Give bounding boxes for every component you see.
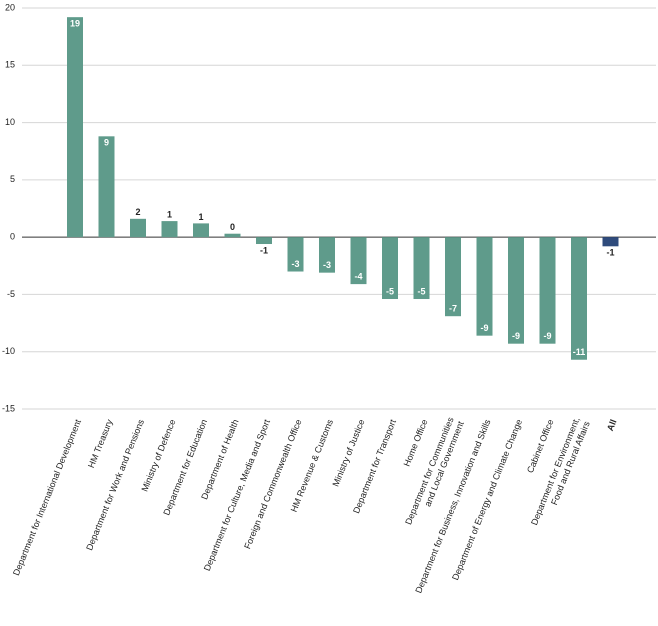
bar bbox=[193, 223, 209, 238]
bar bbox=[287, 237, 304, 272]
bar bbox=[476, 237, 493, 336]
value-label: -11 bbox=[573, 347, 586, 357]
bar bbox=[602, 237, 619, 247]
bar bbox=[224, 233, 241, 238]
bar bbox=[571, 237, 587, 360]
value-label: 2 bbox=[135, 207, 140, 217]
value-label: -3 bbox=[291, 259, 299, 269]
x-tick-label: Department of Energy and Climate Change bbox=[450, 418, 524, 582]
bar bbox=[445, 237, 461, 317]
y-tick-label: -5 bbox=[7, 289, 15, 299]
value-label: -9 bbox=[543, 331, 551, 341]
value-label: -1 bbox=[260, 245, 268, 255]
value-label: 1 bbox=[167, 209, 172, 219]
value-label: 9 bbox=[104, 138, 109, 148]
value-label: -4 bbox=[354, 271, 362, 281]
value-label: -1 bbox=[606, 248, 614, 258]
x-tick-label: Home Office bbox=[402, 418, 430, 468]
value-label: 19 bbox=[70, 19, 80, 29]
y-tick-label: 0 bbox=[10, 232, 15, 242]
value-label: 1 bbox=[198, 212, 203, 222]
x-tick-label: All bbox=[605, 418, 619, 432]
x-tick-label: HM Treasury bbox=[86, 417, 115, 469]
bar bbox=[67, 17, 83, 238]
y-tick-label: 5 bbox=[10, 174, 15, 184]
value-label: -5 bbox=[386, 286, 394, 296]
x-tick-label: Cabinet Office bbox=[525, 418, 556, 474]
y-tick-label: -10 bbox=[2, 346, 15, 356]
value-label: -5 bbox=[417, 286, 425, 296]
value-label: -9 bbox=[480, 323, 488, 333]
y-tick-label: 20 bbox=[5, 2, 15, 12]
x-tick-label: Ministry of Defence bbox=[139, 418, 177, 493]
bar bbox=[98, 136, 115, 238]
bar bbox=[350, 237, 367, 285]
bar bbox=[413, 237, 430, 300]
bar bbox=[539, 237, 556, 344]
x-tick-label: Foreign and Commonwealth Office bbox=[242, 418, 303, 551]
y-tick-label: 10 bbox=[5, 117, 15, 127]
value-label: 0 bbox=[230, 222, 235, 232]
x-tick-label: Department for International Development bbox=[11, 417, 83, 577]
bar bbox=[256, 237, 272, 245]
x-tick-label: Department for Work and Pensions bbox=[84, 417, 146, 551]
bar bbox=[382, 237, 398, 300]
y-tick-label: -15 bbox=[2, 403, 15, 413]
value-label: -7 bbox=[449, 304, 457, 314]
x-tick-label: Department for Culture, Media and Sport bbox=[202, 417, 272, 572]
bar bbox=[508, 237, 524, 344]
value-label: -3 bbox=[323, 260, 331, 270]
x-tick-label: Department for Communitiesand Local Gove… bbox=[404, 415, 467, 530]
x-tick-label: Department for Environment,Food and Rura… bbox=[529, 415, 592, 530]
value-label: -9 bbox=[512, 331, 520, 341]
x-tick-label: Ministry of Justice bbox=[330, 418, 366, 488]
bar bbox=[161, 221, 178, 238]
bar bbox=[130, 218, 146, 238]
bar bbox=[319, 237, 335, 273]
y-tick-label: 15 bbox=[5, 60, 15, 70]
